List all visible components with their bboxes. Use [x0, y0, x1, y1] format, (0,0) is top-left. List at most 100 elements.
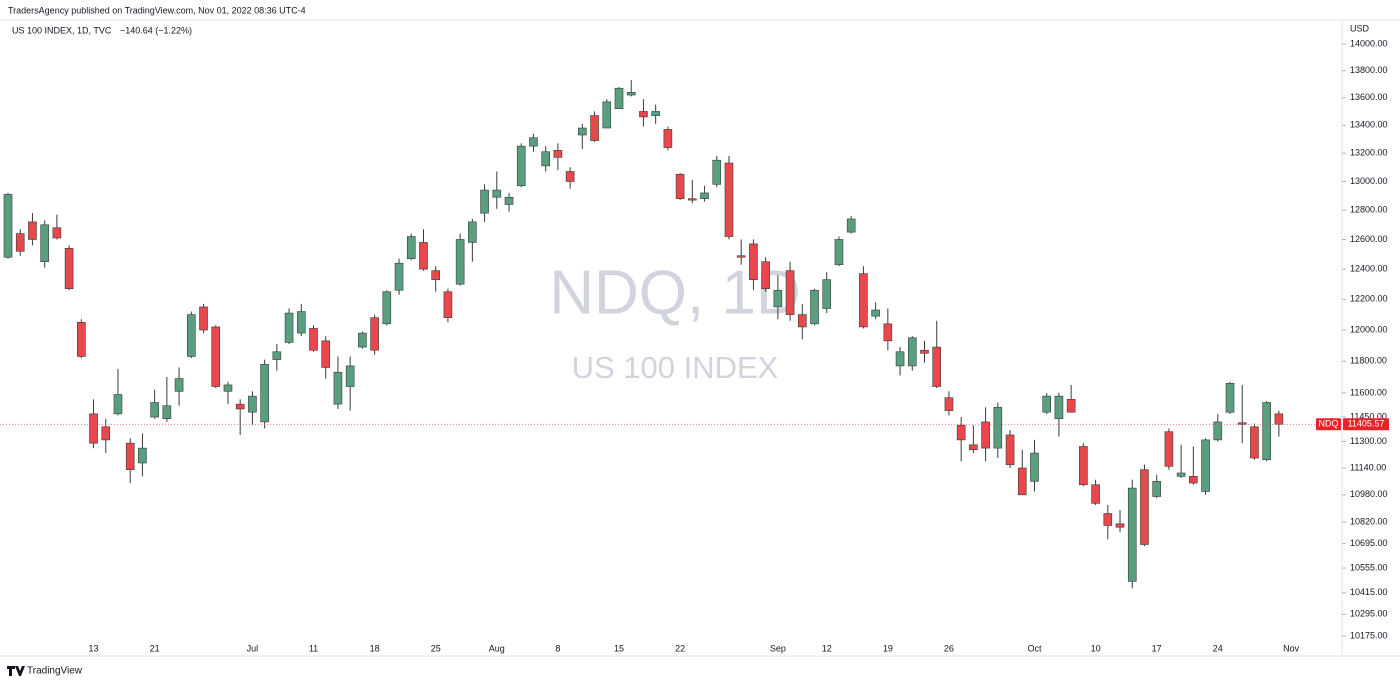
candle-body — [101, 426, 111, 441]
candle — [77, 319, 86, 359]
candle-body — [284, 312, 294, 343]
candle-body — [1115, 523, 1125, 528]
y-tick-label: 12800.00 — [1350, 205, 1388, 215]
candle-body — [920, 349, 929, 354]
x-tick-label: 22 — [675, 643, 685, 653]
candle-body — [907, 337, 917, 367]
candle — [1201, 438, 1210, 495]
candle — [822, 272, 832, 314]
candle-body — [1250, 426, 1259, 459]
candle — [1115, 510, 1125, 533]
candle-body — [700, 192, 709, 199]
candle — [883, 308, 893, 351]
candle — [639, 99, 648, 127]
candle-body — [614, 87, 624, 110]
candle-body — [1079, 446, 1088, 486]
candle — [235, 399, 245, 435]
candle-body — [1042, 395, 1051, 413]
y-tick-label: 12600.00 — [1350, 234, 1388, 244]
candle — [761, 257, 770, 292]
candle-body — [296, 311, 306, 334]
candle — [162, 376, 172, 422]
y-tick-label: 11800.00 — [1350, 356, 1387, 366]
y-tick-label: 12200.00 — [1350, 294, 1388, 304]
candle-body — [138, 447, 147, 464]
candle-body — [834, 239, 844, 265]
price-tag-label: 11405.57 — [1348, 419, 1385, 429]
candle — [296, 303, 306, 337]
candle — [1127, 479, 1137, 589]
candle-body — [993, 407, 1003, 449]
candle — [932, 320, 942, 389]
candle — [345, 356, 355, 411]
y-tick-label: 11450.00 — [1350, 411, 1387, 421]
candle-body — [688, 198, 697, 201]
candle-body — [578, 127, 587, 136]
candle — [187, 311, 196, 359]
candle-body — [1140, 469, 1149, 545]
candle — [468, 218, 477, 262]
y-tick-label: 10555.00 — [1350, 562, 1388, 572]
y-tick-label: 12000.00 — [1350, 324, 1388, 334]
candle-body — [1091, 484, 1100, 504]
x-tick-label: 12 — [822, 643, 832, 653]
candle-body — [883, 323, 893, 342]
x-tick-label: 21 — [150, 643, 160, 653]
candle — [1103, 505, 1113, 540]
x-tick-label: 19 — [883, 643, 893, 653]
candle-body — [223, 384, 233, 392]
candle — [504, 192, 514, 212]
candle-body — [749, 243, 758, 280]
candle — [859, 266, 868, 329]
candle-body — [1054, 395, 1064, 419]
symbol-tag-label: NDQ — [1319, 419, 1339, 429]
candle-body — [248, 395, 257, 413]
candle-body — [211, 326, 221, 387]
candle-body — [602, 101, 612, 129]
candle — [64, 245, 74, 291]
candle-body — [455, 239, 465, 285]
candle-body — [785, 270, 795, 315]
candle-body — [89, 413, 98, 444]
candle-body — [675, 174, 685, 199]
candle — [749, 239, 758, 291]
candle-body — [736, 255, 746, 258]
candle — [406, 233, 416, 261]
candle-body — [1164, 431, 1174, 467]
candle — [797, 303, 807, 340]
candle-body — [272, 351, 282, 360]
candle — [736, 239, 746, 265]
candle — [1176, 444, 1186, 479]
candle-body — [761, 261, 770, 290]
footer-brand: TradingView — [27, 666, 83, 677]
candle-body — [1127, 487, 1137, 582]
y-tick-label: 10695.00 — [1350, 538, 1388, 548]
candle — [419, 229, 428, 271]
logo-mark — [7, 666, 25, 676]
candle-body — [187, 314, 196, 357]
x-tick-label: 25 — [431, 643, 441, 653]
candle-body — [895, 351, 905, 367]
candle — [28, 213, 37, 246]
candle-body — [932, 346, 942, 387]
candle — [724, 155, 734, 240]
candle-body — [1189, 476, 1198, 484]
candle — [89, 399, 98, 449]
candle-body — [52, 227, 62, 239]
candle — [895, 347, 905, 376]
candle — [1189, 446, 1198, 485]
logo — [7, 666, 25, 676]
candle — [834, 236, 844, 267]
candle — [1091, 479, 1100, 506]
candle-body — [431, 270, 441, 280]
candle — [907, 336, 917, 371]
candle-body — [1066, 399, 1076, 413]
candle-body — [1274, 413, 1284, 425]
candle — [944, 391, 954, 416]
candle-body — [969, 444, 978, 451]
candle — [553, 143, 563, 171]
candle — [969, 425, 978, 454]
candle — [15, 229, 25, 256]
candle — [1030, 439, 1039, 492]
x-tick-label: 10 — [1091, 643, 1101, 653]
